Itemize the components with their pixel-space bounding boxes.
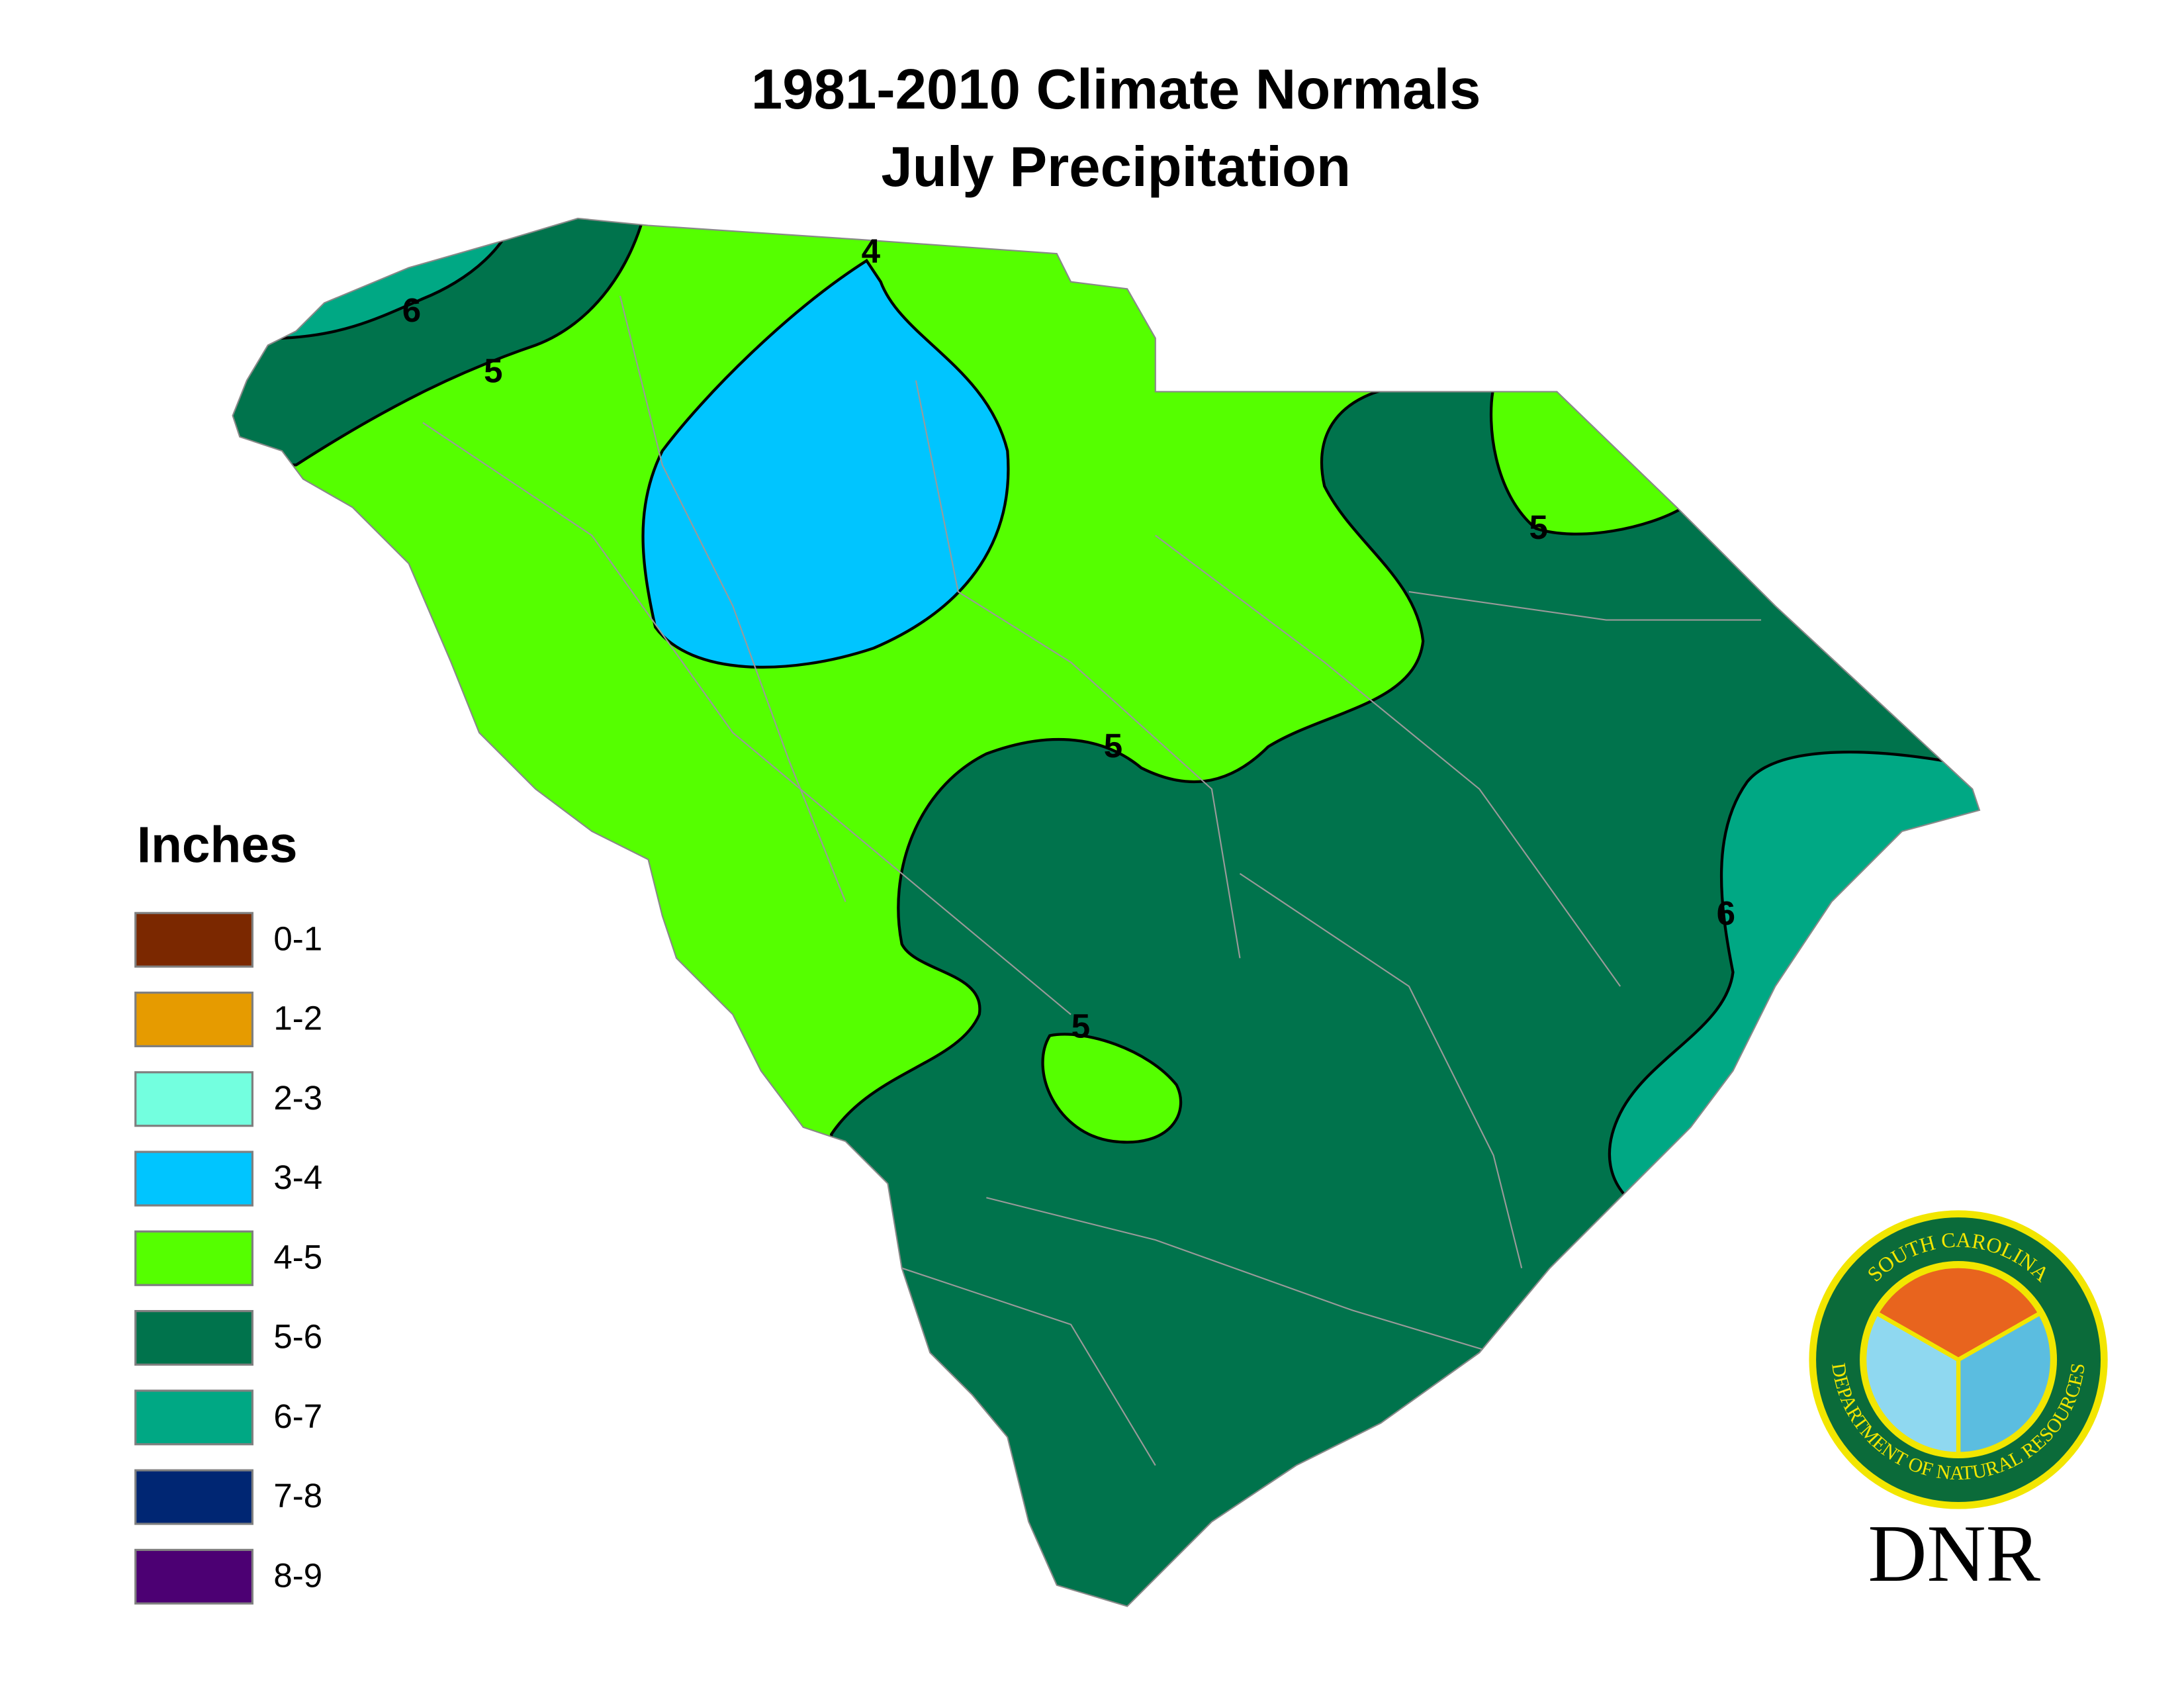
legend-swatch xyxy=(134,1150,253,1207)
title-line: July Precipitation xyxy=(881,136,1351,199)
contour-label: 5 xyxy=(1104,727,1122,765)
legend-label: 6-7 xyxy=(273,1397,322,1435)
legend-swatch xyxy=(134,1389,253,1446)
legend-label: 7-8 xyxy=(273,1477,322,1515)
legend-swatch xyxy=(134,991,253,1048)
legend-label: 0-1 xyxy=(273,919,322,957)
contour-label: 5 xyxy=(1071,1007,1090,1045)
legend-label: 5-6 xyxy=(273,1318,322,1356)
region-3-4 xyxy=(641,258,1010,669)
legend-swatch xyxy=(134,912,253,968)
contour-label: 5 xyxy=(484,352,502,390)
legend-label: 2-3 xyxy=(273,1079,322,1117)
legend-swatch xyxy=(134,1469,253,1525)
contour-label: 6 xyxy=(1717,894,1735,932)
legend-label: 4-5 xyxy=(273,1238,322,1276)
contour-label: 5 xyxy=(1529,508,1548,546)
legend-label: 8-9 xyxy=(273,1556,322,1594)
legend-title: Inches xyxy=(137,818,298,874)
legend-swatch xyxy=(134,1230,253,1286)
contour-label: 4 xyxy=(862,232,881,270)
logo-segment xyxy=(1956,1310,2055,1456)
region-4-5 xyxy=(1041,1033,1183,1144)
dnr-logo: SOUTH CAROLINA DEPARTMENT OF NATURAL RES… xyxy=(1809,1210,2108,1599)
title-line: 1981-2010 Climate Normals xyxy=(751,58,1481,121)
legend-label: 3-4 xyxy=(273,1158,322,1196)
contour-labels: 4 6 5 5 5 6 5 xyxy=(402,232,1735,1045)
legend-label: 1-2 xyxy=(273,1000,322,1037)
contour-label: 6 xyxy=(402,291,421,329)
county-lines xyxy=(422,295,1762,1466)
legend: Inches 0-1 1-2 2-3 3-4 4-5 5-6 6-7 7-8 8-9 xyxy=(134,818,322,1605)
legend-swatch xyxy=(134,1071,253,1127)
legend-swatch xyxy=(134,1548,253,1605)
logo-acronym: DNR xyxy=(1868,1508,2040,1599)
legend-swatch xyxy=(134,1310,253,1366)
logo-segment xyxy=(1862,1310,1961,1456)
